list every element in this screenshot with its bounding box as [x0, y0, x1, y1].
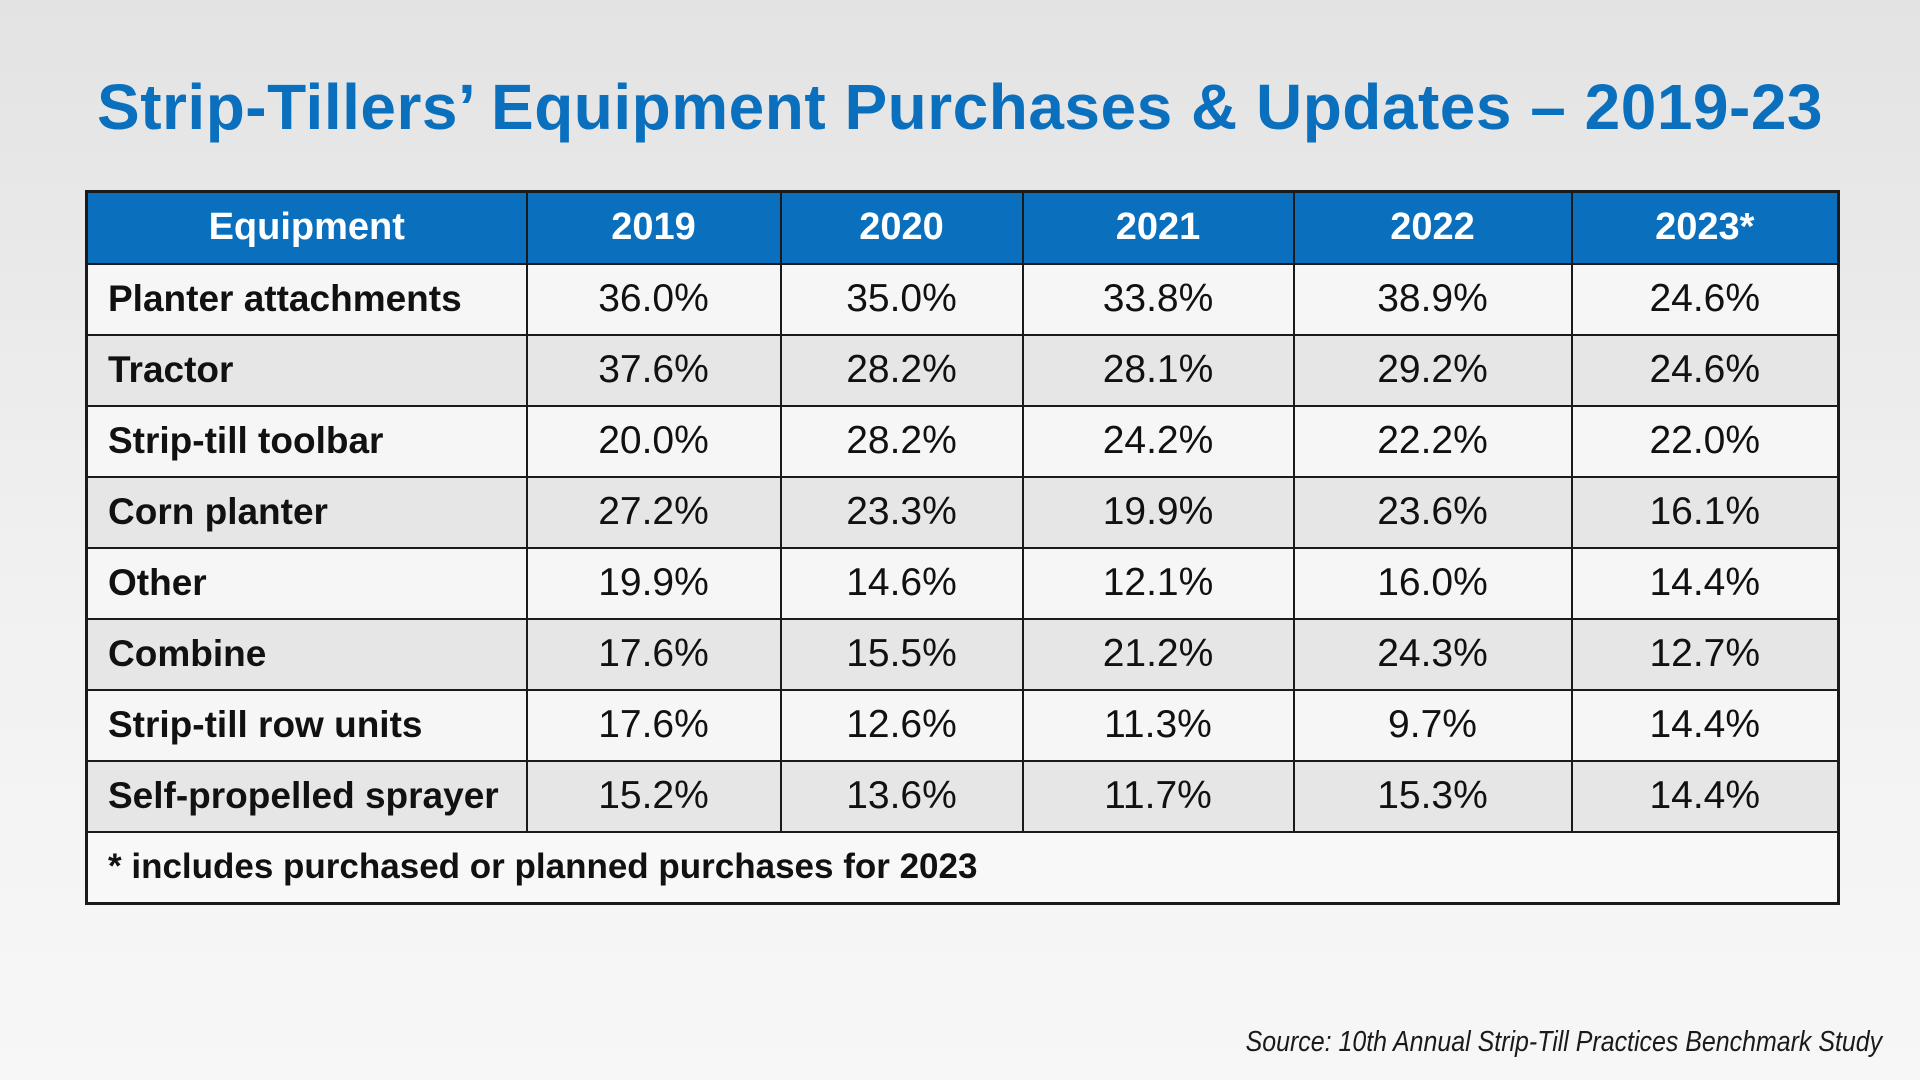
column-header-2021: 2021 — [1021, 190, 1295, 265]
table-cell: 33.8% — [1021, 262, 1295, 336]
table-cell: 16.0% — [1292, 546, 1573, 620]
table-cell: 15.3% — [1292, 759, 1573, 833]
table-cell: 11.7% — [1021, 759, 1295, 833]
table-cell: 22.2% — [1292, 404, 1573, 478]
table-cell: 24.2% — [1021, 404, 1295, 478]
table-cell: 24.6% — [1570, 262, 1840, 336]
table-cell: 9.7% — [1292, 688, 1573, 762]
table-row: Tractor 37.6% 28.2% 28.1% 29.2% 24.6% — [85, 333, 1840, 407]
column-header-2019: 2019 — [525, 190, 782, 265]
equipment-table: Equipment 2019 2020 2021 2022 2023* Plan… — [85, 190, 1840, 905]
page-title: Strip-Tillers’ Equipment Purchases & Upd… — [97, 71, 1823, 143]
table-row: Strip-till toolbar 20.0% 28.2% 24.2% 22.… — [85, 404, 1840, 478]
table-cell: 38.9% — [1292, 262, 1573, 336]
table-cell: 36.0% — [525, 262, 782, 336]
table-cell: 19.9% — [1021, 475, 1295, 549]
table-row: Strip-till row units 17.6% 12.6% 11.3% 9… — [85, 688, 1840, 762]
column-header-2022: 2022 — [1292, 190, 1573, 265]
table-cell: 12.1% — [1021, 546, 1295, 620]
table-header-row: Equipment 2019 2020 2021 2022 2023* — [85, 190, 1840, 265]
table-cell: 14.4% — [1570, 688, 1840, 762]
table-row: Corn planter 27.2% 23.3% 19.9% 23.6% 16.… — [85, 475, 1840, 549]
table-cell: 15.2% — [525, 759, 782, 833]
table-cell: 37.6% — [525, 333, 782, 407]
source-citation: Source: 10th Annual Strip-Till Practices… — [1245, 1026, 1882, 1058]
row-label: Other — [85, 546, 528, 620]
table-cell: 28.2% — [779, 333, 1024, 407]
row-label: Self-propelled sprayer — [85, 759, 528, 833]
footnote-row: * includes purchased or planned purchase… — [85, 830, 1840, 905]
table-cell: 19.9% — [525, 546, 782, 620]
column-header-equipment: Equipment — [85, 190, 528, 265]
table-cell: 27.2% — [525, 475, 782, 549]
table-cell: 24.3% — [1292, 617, 1573, 691]
table-row: Combine 17.6% 15.5% 21.2% 24.3% 12.7% — [85, 617, 1840, 691]
table-cell: 22.0% — [1570, 404, 1840, 478]
table-cell: 28.1% — [1021, 333, 1295, 407]
row-label: Strip-till row units — [85, 688, 528, 762]
table-cell: 12.6% — [779, 688, 1024, 762]
table-cell: 23.6% — [1292, 475, 1573, 549]
table-cell: 13.6% — [779, 759, 1024, 833]
row-label: Corn planter — [85, 475, 528, 549]
table-cell: 17.6% — [525, 617, 782, 691]
row-label: Combine — [85, 617, 528, 691]
table-row: Other 19.9% 14.6% 12.1% 16.0% 14.4% — [85, 546, 1840, 620]
table-cell: 24.6% — [1570, 333, 1840, 407]
table-cell: 28.2% — [779, 404, 1024, 478]
table-cell: 29.2% — [1292, 333, 1573, 407]
table-cell: 15.5% — [779, 617, 1024, 691]
table-row: Self-propelled sprayer 15.2% 13.6% 11.7%… — [85, 759, 1840, 833]
table-cell: 14.6% — [779, 546, 1024, 620]
table-row: Planter attachments 36.0% 35.0% 33.8% 38… — [85, 262, 1840, 336]
table-cell: 17.6% — [525, 688, 782, 762]
table-cell: 11.3% — [1021, 688, 1295, 762]
row-label: Tractor — [85, 333, 528, 407]
column-header-2020: 2020 — [779, 190, 1024, 265]
table-cell: 12.7% — [1570, 617, 1840, 691]
table-cell: 35.0% — [779, 262, 1024, 336]
table-cell: 20.0% — [525, 404, 782, 478]
table-cell: 23.3% — [779, 475, 1024, 549]
footnote: * includes purchased or planned purchase… — [85, 830, 1840, 905]
row-label: Strip-till toolbar — [85, 404, 528, 478]
table-cell: 16.1% — [1570, 475, 1840, 549]
column-header-2023: 2023* — [1570, 190, 1840, 265]
table-cell: 14.4% — [1570, 546, 1840, 620]
row-label: Planter attachments — [85, 262, 528, 336]
table-cell: 14.4% — [1570, 759, 1840, 833]
table-cell: 21.2% — [1021, 617, 1295, 691]
